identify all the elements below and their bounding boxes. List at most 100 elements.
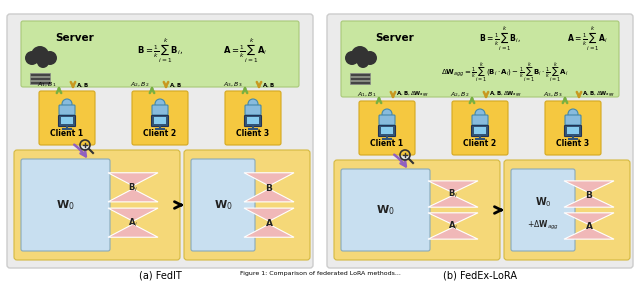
FancyBboxPatch shape <box>379 115 395 125</box>
Circle shape <box>382 109 392 119</box>
Circle shape <box>31 46 49 64</box>
Text: $\mathbf{W}_0$: $\mathbf{W}_0$ <box>214 198 232 212</box>
Text: Client 1: Client 1 <box>51 129 84 138</box>
Text: $A_2, B_2$: $A_2, B_2$ <box>130 81 149 89</box>
Polygon shape <box>244 189 294 202</box>
Polygon shape <box>428 195 478 207</box>
FancyBboxPatch shape <box>61 117 73 124</box>
Circle shape <box>475 109 485 119</box>
Text: $\mathbf{A}_i$: $\mathbf{A}_i$ <box>448 220 458 232</box>
Text: $\mathbf{B}_i$: $\mathbf{B}_i$ <box>448 188 458 200</box>
Polygon shape <box>428 181 478 193</box>
Text: (a) FedIT: (a) FedIT <box>139 270 181 280</box>
FancyBboxPatch shape <box>474 127 486 134</box>
Circle shape <box>363 51 377 65</box>
FancyBboxPatch shape <box>341 21 619 97</box>
Text: Figure 1: Comparison of federated LoRA methods...: Figure 1: Comparison of federated LoRA m… <box>239 271 401 276</box>
FancyBboxPatch shape <box>334 160 500 260</box>
Circle shape <box>345 51 359 65</box>
Polygon shape <box>428 227 478 239</box>
Text: $A_3, B_3$: $A_3, B_3$ <box>543 90 562 99</box>
FancyBboxPatch shape <box>39 91 95 145</box>
Text: $\mathbf{A}$: $\mathbf{A}$ <box>584 221 593 232</box>
FancyBboxPatch shape <box>14 150 180 260</box>
FancyBboxPatch shape <box>58 115 76 126</box>
Circle shape <box>568 109 578 119</box>
Text: $A_2, B_2$: $A_2, B_2$ <box>450 90 469 99</box>
Circle shape <box>62 99 72 109</box>
Text: $\mathbf{A}$: $\mathbf{A}$ <box>264 217 273 228</box>
Text: Client 2: Client 2 <box>463 139 497 148</box>
FancyBboxPatch shape <box>191 159 255 251</box>
Polygon shape <box>564 181 614 193</box>
FancyBboxPatch shape <box>504 160 630 260</box>
Polygon shape <box>108 208 158 221</box>
FancyBboxPatch shape <box>350 73 370 76</box>
FancyBboxPatch shape <box>132 91 188 145</box>
Circle shape <box>25 51 39 65</box>
Circle shape <box>351 46 369 64</box>
Circle shape <box>155 99 165 109</box>
Text: $\mathbf{A}, \mathbf{B}, \Delta\mathbf{W}_{agg}$: $\mathbf{A}, \mathbf{B}, \Delta\mathbf{W… <box>582 90 615 100</box>
Text: Server: Server <box>375 33 413 43</box>
FancyBboxPatch shape <box>244 115 262 126</box>
Text: $A_1, B_1$: $A_1, B_1$ <box>356 90 376 99</box>
FancyBboxPatch shape <box>472 115 488 125</box>
Text: $\mathbf{B}$: $\mathbf{B}$ <box>585 189 593 200</box>
FancyBboxPatch shape <box>30 77 50 80</box>
Polygon shape <box>108 189 158 202</box>
Polygon shape <box>244 173 294 186</box>
Text: $\mathbf{B}_i$: $\mathbf{B}_i$ <box>128 181 138 194</box>
Text: (b) FedEx-LoRA: (b) FedEx-LoRA <box>443 270 517 280</box>
Text: Server: Server <box>55 33 93 43</box>
Text: $\mathbf{A}_i$: $\mathbf{A}_i$ <box>128 216 138 229</box>
Text: Client 3: Client 3 <box>236 129 269 138</box>
Polygon shape <box>244 208 294 221</box>
Text: $\mathbf{A}, \mathbf{B}$: $\mathbf{A}, \mathbf{B}$ <box>76 81 89 89</box>
FancyBboxPatch shape <box>378 126 396 137</box>
FancyBboxPatch shape <box>245 105 261 115</box>
Circle shape <box>37 56 49 68</box>
Polygon shape <box>564 227 614 239</box>
FancyBboxPatch shape <box>30 81 50 84</box>
FancyBboxPatch shape <box>247 117 259 124</box>
FancyBboxPatch shape <box>565 115 581 125</box>
FancyBboxPatch shape <box>154 117 166 124</box>
Text: $\mathbf{A}, \mathbf{B}$: $\mathbf{A}, \mathbf{B}$ <box>262 81 275 89</box>
Text: $\mathbf{W}_0$: $\mathbf{W}_0$ <box>56 198 74 212</box>
Text: Client 3: Client 3 <box>556 139 589 148</box>
Text: $\mathbf{B} = \frac{1}{k}\sum_{i=1}^{k}\mathbf{B}_i,$: $\mathbf{B} = \frac{1}{k}\sum_{i=1}^{k}\… <box>479 24 521 53</box>
Text: Client 1: Client 1 <box>371 139 404 148</box>
FancyBboxPatch shape <box>152 105 168 115</box>
Text: $\mathbf{A}, \mathbf{B}, \Delta\mathbf{W}_{agg}$: $\mathbf{A}, \mathbf{B}, \Delta\mathbf{W… <box>396 90 429 100</box>
FancyBboxPatch shape <box>472 126 488 137</box>
Polygon shape <box>564 195 614 207</box>
Polygon shape <box>108 224 158 237</box>
FancyBboxPatch shape <box>7 14 313 268</box>
FancyBboxPatch shape <box>225 91 281 145</box>
Text: $\mathbf{B}$: $\mathbf{B}$ <box>265 182 273 193</box>
FancyBboxPatch shape <box>59 105 75 115</box>
FancyBboxPatch shape <box>341 169 430 251</box>
FancyBboxPatch shape <box>21 21 299 87</box>
Text: $A_3, B_3$: $A_3, B_3$ <box>223 81 242 89</box>
Text: $\mathbf{B} = \frac{1}{k}\sum_{i=1}^{k}\mathbf{B}_i,$: $\mathbf{B} = \frac{1}{k}\sum_{i=1}^{k}\… <box>137 37 183 65</box>
FancyBboxPatch shape <box>350 77 370 80</box>
Circle shape <box>43 51 57 65</box>
Text: $A_1, B_1$: $A_1, B_1$ <box>36 81 56 89</box>
Polygon shape <box>108 173 158 186</box>
FancyBboxPatch shape <box>30 73 50 76</box>
FancyBboxPatch shape <box>21 159 110 251</box>
FancyBboxPatch shape <box>545 101 601 155</box>
FancyBboxPatch shape <box>350 81 370 84</box>
Text: $\mathbf{A}, \mathbf{B}$: $\mathbf{A}, \mathbf{B}$ <box>169 81 182 89</box>
Text: $\mathbf{A} = \frac{1}{k}\sum_{i=1}^{k}\mathbf{A}_i$: $\mathbf{A} = \frac{1}{k}\sum_{i=1}^{k}\… <box>223 37 267 65</box>
FancyBboxPatch shape <box>564 126 582 137</box>
FancyBboxPatch shape <box>152 115 168 126</box>
FancyBboxPatch shape <box>327 14 633 268</box>
Text: $+\Delta\mathbf{W}_{agg}$: $+\Delta\mathbf{W}_{agg}$ <box>527 219 559 232</box>
Polygon shape <box>564 213 614 225</box>
FancyBboxPatch shape <box>184 150 310 260</box>
Circle shape <box>357 56 369 68</box>
FancyBboxPatch shape <box>359 101 415 155</box>
